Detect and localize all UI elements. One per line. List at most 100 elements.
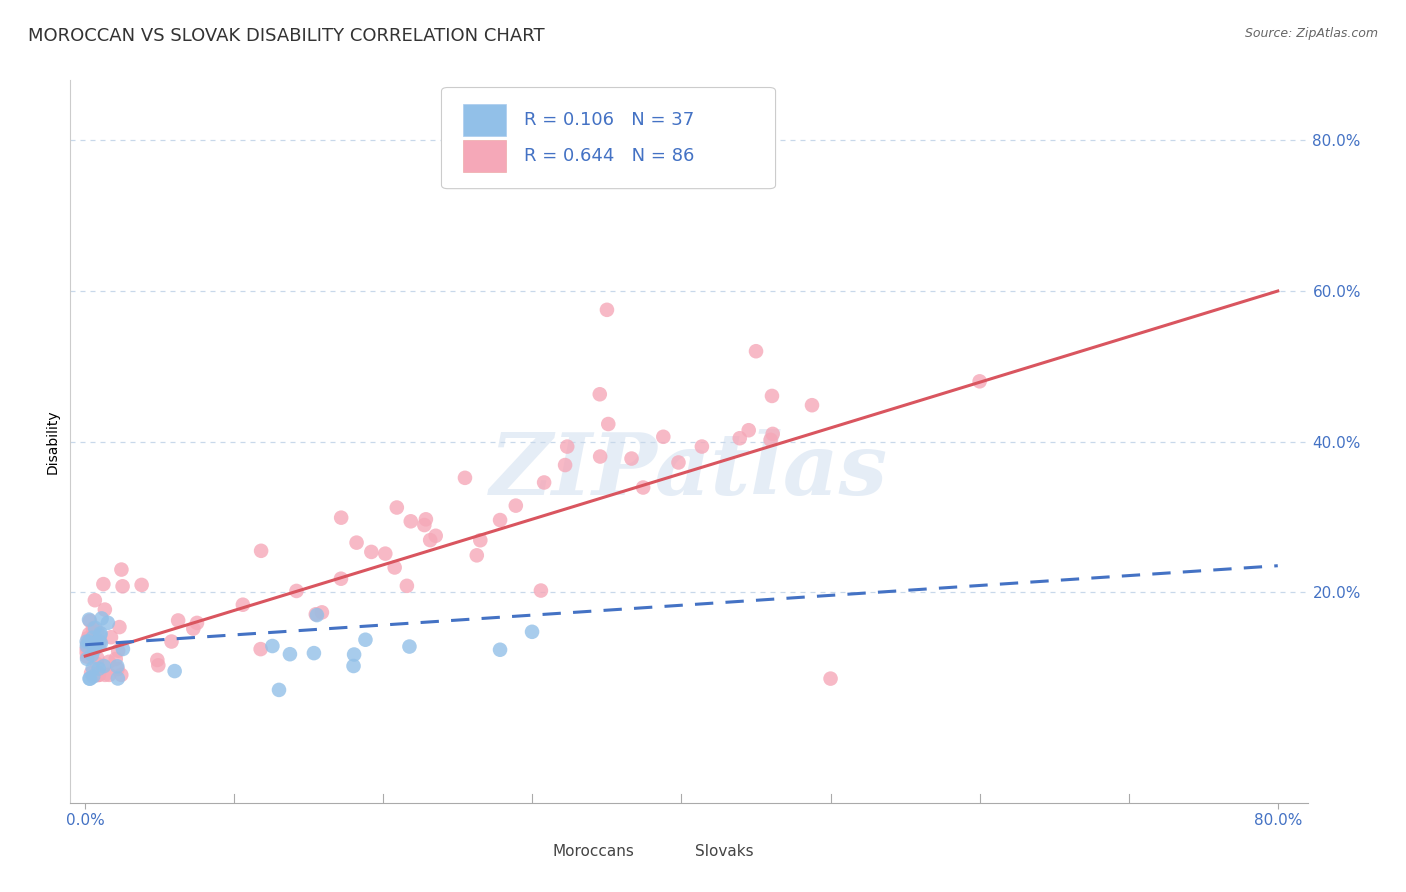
Point (395, 579, 418, 593)
Point (79, 614, 101, 628)
Point (77, 634, 100, 648)
Point (84, 621, 107, 635)
Point (305, 607, 328, 622)
Point (104, 652, 127, 666)
Point (163, 664, 186, 678)
Point (94, 602, 117, 616)
FancyBboxPatch shape (463, 140, 506, 172)
Point (111, 579, 134, 593)
Point (425, 529, 447, 543)
Point (105, 659, 128, 673)
Point (87, 639, 110, 653)
Point (181, 622, 204, 636)
Point (360, 545, 382, 559)
Point (107, 643, 129, 657)
Point (93, 659, 115, 673)
Point (82, 669, 104, 683)
Point (146, 653, 169, 667)
Point (232, 598, 254, 612)
Point (82, 621, 104, 635)
Point (728, 431, 751, 445)
Point (668, 455, 690, 469)
Point (89, 634, 111, 648)
Point (745, 344, 768, 359)
Point (505, 499, 527, 513)
Point (454, 471, 477, 485)
Point (820, 672, 842, 686)
Point (343, 648, 366, 662)
Point (111, 642, 134, 657)
Point (384, 560, 406, 574)
Point (93, 577, 115, 591)
Point (87, 665, 110, 680)
Point (589, 387, 612, 401)
Point (589, 450, 612, 464)
Point (330, 572, 353, 586)
Point (530, 583, 553, 598)
Point (346, 535, 368, 549)
FancyBboxPatch shape (441, 87, 776, 189)
Point (969, 374, 991, 388)
Point (690, 440, 713, 454)
Point (419, 533, 441, 548)
FancyBboxPatch shape (509, 838, 544, 864)
Point (186, 615, 208, 630)
Point (554, 458, 576, 472)
Point (76, 649, 98, 664)
Point (131, 578, 153, 592)
Point (86, 651, 108, 665)
Point (90, 636, 112, 650)
Point (278, 647, 301, 661)
Point (249, 642, 271, 657)
Point (87, 662, 110, 676)
Point (762, 426, 785, 441)
Point (108, 620, 131, 634)
Point (107, 672, 129, 686)
Point (596, 302, 619, 317)
Text: Source: ZipAtlas.com: Source: ZipAtlas.com (1244, 27, 1378, 40)
FancyBboxPatch shape (652, 838, 686, 864)
Point (80, 648, 103, 662)
Point (86, 657, 108, 671)
Point (738, 423, 761, 437)
Point (100, 630, 122, 644)
Point (398, 640, 420, 654)
Point (82, 631, 104, 645)
Point (759, 433, 782, 447)
Point (489, 642, 512, 657)
Y-axis label: Disability: Disability (45, 409, 59, 474)
Point (76, 631, 98, 645)
Point (79, 672, 101, 686)
Point (89, 628, 111, 642)
Point (250, 543, 273, 558)
Point (354, 632, 377, 647)
Point (86, 635, 108, 649)
Point (302, 646, 325, 660)
Point (76, 634, 98, 648)
Point (76, 652, 98, 666)
Point (415, 512, 437, 526)
Point (79, 646, 101, 660)
Point (470, 533, 492, 548)
Text: ZIPatlas: ZIPatlas (489, 429, 889, 512)
Point (97, 655, 120, 669)
Text: Slovaks: Slovaks (695, 845, 754, 859)
Point (110, 668, 132, 682)
Point (98, 668, 121, 682)
Point (285, 583, 308, 598)
Point (330, 510, 353, 524)
Point (82, 661, 104, 675)
Point (160, 634, 183, 648)
Point (267, 682, 290, 697)
FancyBboxPatch shape (463, 103, 506, 136)
Point (84, 668, 107, 682)
Point (465, 549, 488, 563)
Point (620, 451, 643, 466)
Point (598, 417, 620, 431)
Point (342, 659, 364, 673)
Point (79, 672, 101, 686)
Point (520, 624, 543, 639)
Text: Moroccans: Moroccans (553, 845, 634, 859)
Point (77, 613, 100, 627)
Point (533, 475, 555, 490)
